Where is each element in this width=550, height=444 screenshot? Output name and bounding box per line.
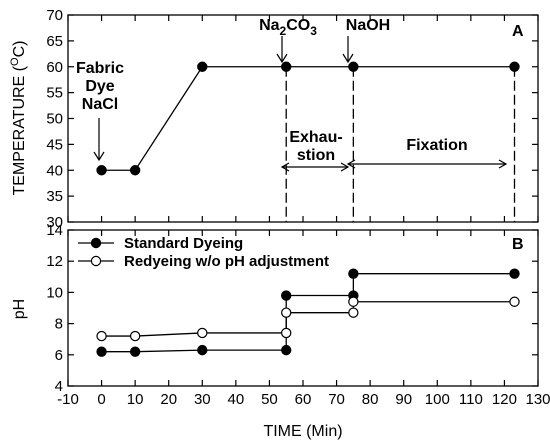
annotation-naoh: NaOH (346, 17, 390, 34)
legend-marker-redyeing (90, 255, 102, 267)
y-tick-label: 30 (46, 214, 63, 231)
standard-point (509, 268, 520, 279)
redyeing-point (281, 327, 292, 339)
y-tick-label: 8 (55, 316, 63, 333)
x-tick-label: 70 (328, 391, 345, 408)
redyeing-point (129, 330, 141, 342)
panel-a-series (96, 61, 520, 176)
arrow-naoh-head (342, 53, 354, 64)
panel-b-legend: Standard Dyeing Redyeing w/o pH adjustme… (78, 235, 329, 270)
annotation-fabric: Fabric (76, 60, 124, 77)
temperature-point (509, 61, 520, 72)
redyeing-point (96, 330, 107, 342)
x-tick-label: 90 (395, 391, 412, 408)
x-tick-label: 20 (160, 391, 177, 408)
redyeing-point (509, 296, 520, 307)
y-tick-label: 70 (46, 7, 63, 24)
y-tick-label: 14 (46, 222, 63, 239)
x-axis: -10 0 10 20 30 40 50 60 70 80 90 100 110 120 130 (57, 380, 550, 408)
arrow-fixation-head-right (498, 159, 508, 169)
arrow-na2co3-head (276, 53, 288, 64)
y-tick-label: 40 (46, 162, 63, 179)
arrow-exhaustion-head-left (280, 162, 290, 172)
x-tick-label: 110 (459, 391, 483, 408)
x-tick-label: 80 (362, 391, 379, 408)
y-tick-label: 55 (46, 85, 63, 102)
annotation-exhaustion-2: stion (297, 147, 335, 164)
panel-a-y-axis-label: TEMPERATURE (OC) (9, 41, 28, 196)
y-tick-label: 4 (55, 378, 63, 395)
x-tick-label: 50 (261, 391, 278, 408)
arrow-fixation-head-left (346, 159, 356, 169)
y-tick-label: 45 (46, 136, 63, 153)
y-tick-label: 6 (55, 347, 63, 364)
annotation-fixation: Fixation (406, 137, 467, 154)
standard-point (96, 346, 107, 357)
panel-b-label: B (512, 236, 524, 253)
panel-b-series (96, 268, 520, 357)
temperature-point (129, 165, 141, 176)
standard-point (281, 290, 292, 301)
panel-a-label: A (512, 23, 524, 40)
y-tick-label: 50 (46, 111, 63, 128)
x-tick-label: 30 (194, 391, 211, 408)
x-tick-label: 40 (228, 391, 245, 408)
temperature-series-line (101, 66, 515, 171)
annotation-exhaustion-1: Exhau- (289, 129, 342, 146)
legend-marker-standard (90, 237, 102, 249)
redyeing-point (348, 307, 359, 318)
standard-point (197, 344, 208, 356)
panel-a-y-axis: 30 35 40 45 50 55 60 65 70 (46, 7, 538, 231)
redyeing-point (348, 296, 359, 307)
panel-a-x-ticks (67, 15, 539, 222)
legend-label-redyeing: Redyeing w/o pH adjustment (124, 253, 329, 270)
panel-b-y-axis-label: pH (11, 299, 28, 319)
panel-b-y-axis: 4 6 8 10 12 14 (46, 222, 538, 395)
x-axis-label: TIME (Min) (263, 423, 342, 440)
x-tick-label: 60 (295, 391, 312, 408)
x-tick-label: 130 (525, 391, 550, 408)
annotation-dye: Dye (85, 78, 114, 95)
panel-b-top-ticks (67, 230, 539, 236)
redyeing-series-line (101, 301, 515, 337)
redyeing-point (197, 327, 208, 339)
x-tick-label: 120 (492, 391, 517, 408)
temperature-point (96, 165, 107, 176)
x-tick-label: 0 (97, 391, 105, 408)
x-tick-label: -10 (57, 391, 79, 408)
y-tick-label: 12 (46, 253, 63, 270)
standard-point (281, 344, 292, 356)
panel-a-frame (67, 14, 539, 223)
legend-label-standard: Standard Dyeing (124, 235, 243, 252)
arrow-exhaustion-head-right (340, 162, 350, 172)
standard-point (348, 268, 359, 279)
y-tick-label: 35 (46, 188, 63, 205)
standard-point (129, 346, 141, 357)
temperature-point (281, 61, 292, 72)
y-tick-label: 65 (46, 33, 63, 50)
panel-a-dashed-lines (285, 66, 516, 222)
annotation-na2co3: Na2CO3 (259, 17, 317, 38)
redyeing-point (281, 307, 292, 318)
temperature-point (197, 61, 208, 72)
annotation-nacl: NaCl (82, 96, 118, 113)
y-tick-label: 10 (46, 284, 63, 301)
x-tick-label: 100 (425, 391, 450, 408)
x-tick-label: 10 (127, 391, 144, 408)
y-tick-label: 60 (46, 59, 63, 76)
temperature-point (348, 61, 359, 72)
arrow-fabric-head (93, 151, 105, 162)
